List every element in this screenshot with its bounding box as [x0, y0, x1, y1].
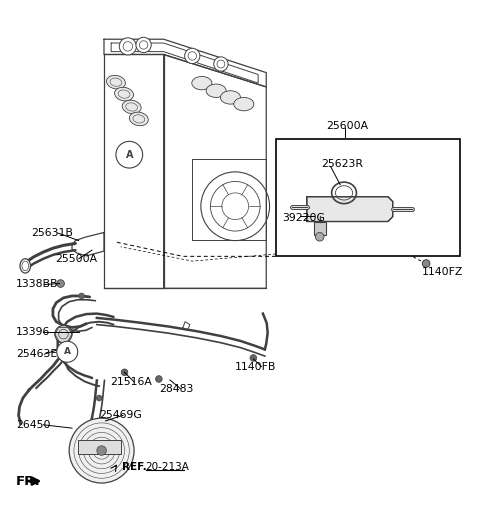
Circle shape	[57, 341, 78, 362]
Text: 25469G: 25469G	[99, 410, 142, 420]
Circle shape	[136, 37, 151, 53]
Circle shape	[214, 57, 228, 71]
Ellipse shape	[192, 76, 212, 90]
Text: 13396: 13396	[16, 327, 50, 337]
Text: 25600A: 25600A	[326, 121, 368, 131]
Text: 25500A: 25500A	[55, 253, 97, 264]
Circle shape	[116, 141, 143, 168]
Circle shape	[119, 38, 136, 55]
Circle shape	[55, 326, 72, 343]
Text: 1140FZ: 1140FZ	[421, 267, 463, 277]
Text: 39220G: 39220G	[282, 213, 325, 223]
Circle shape	[250, 355, 257, 362]
Circle shape	[422, 260, 430, 267]
Circle shape	[97, 446, 107, 455]
Ellipse shape	[206, 84, 226, 97]
Text: FR.: FR.	[16, 475, 40, 487]
Ellipse shape	[129, 112, 148, 125]
Ellipse shape	[122, 100, 141, 114]
Polygon shape	[314, 222, 326, 235]
Bar	[78, 440, 120, 454]
Circle shape	[79, 293, 84, 299]
Text: 1140FB: 1140FB	[235, 362, 276, 372]
Ellipse shape	[115, 87, 133, 101]
Text: REF.: REF.	[121, 462, 146, 472]
Circle shape	[156, 376, 162, 382]
Text: A: A	[64, 347, 71, 356]
Text: 21516A: 21516A	[110, 377, 152, 387]
Text: 28483: 28483	[159, 384, 193, 394]
Ellipse shape	[234, 97, 254, 111]
Circle shape	[96, 395, 102, 401]
Circle shape	[185, 48, 200, 64]
Bar	[276, 140, 459, 256]
Text: 20-213A: 20-213A	[145, 462, 190, 472]
Text: 25623R: 25623R	[321, 159, 363, 169]
Text: 26450: 26450	[16, 420, 50, 430]
Ellipse shape	[107, 75, 125, 89]
Text: 25631B: 25631B	[31, 228, 73, 238]
Ellipse shape	[20, 259, 31, 273]
Circle shape	[121, 369, 128, 376]
Circle shape	[57, 280, 64, 287]
Text: 1338BB: 1338BB	[16, 279, 58, 289]
Circle shape	[315, 232, 324, 241]
Text: 25463E: 25463E	[16, 349, 57, 359]
Circle shape	[69, 418, 134, 483]
Polygon shape	[307, 197, 393, 221]
Ellipse shape	[220, 91, 240, 104]
Text: A: A	[126, 150, 133, 160]
